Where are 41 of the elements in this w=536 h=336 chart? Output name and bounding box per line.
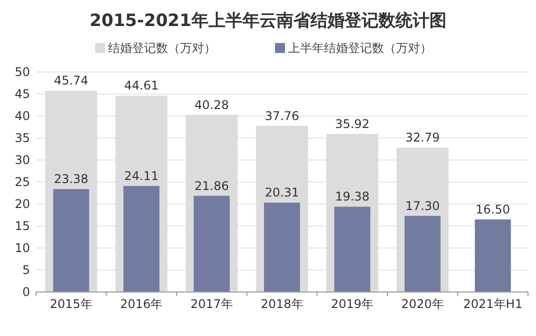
- data-label: 35.92: [335, 116, 370, 131]
- data-label: 45.74: [54, 74, 88, 88]
- bar: [264, 202, 300, 292]
- bar: [194, 196, 230, 292]
- y-tick-label: 15: [14, 219, 30, 233]
- y-tick-label: 35: [14, 131, 30, 145]
- y-tick-label: 20: [14, 197, 30, 211]
- data-label: 24.11: [124, 168, 159, 183]
- data-label: 16.50: [476, 202, 510, 216]
- bar: [53, 189, 90, 292]
- data-label: 40.28: [194, 98, 229, 112]
- y-tick-label: 10: [14, 241, 30, 255]
- chart-title: 2015-2021年上半年云南省结婚登记数统计图: [90, 11, 446, 31]
- y-tick-label: 50: [14, 65, 30, 79]
- y-tick-label: 0: [22, 285, 30, 299]
- y-tick-label: 30: [14, 153, 30, 167]
- legend-label: 上半年结婚登记数（万对）: [288, 41, 432, 55]
- bar: [334, 206, 370, 292]
- x-tick-label: 2017年: [190, 297, 233, 311]
- data-label: 37.76: [264, 108, 300, 123]
- x-tick-label: 2018年: [260, 297, 304, 311]
- bar: [123, 186, 160, 292]
- data-label: 19.38: [335, 190, 370, 204]
- legend-label: 结婚登记数（万对）: [108, 41, 216, 55]
- data-label: 44.61: [124, 78, 159, 93]
- data-label: 21.86: [194, 178, 229, 193]
- y-tick-label: 5: [22, 263, 30, 277]
- x-tick-label: 2015年: [50, 297, 92, 311]
- data-label: 17.30: [405, 198, 440, 213]
- y-tick-label: 40: [14, 109, 30, 123]
- bar: [474, 219, 511, 292]
- bar: [404, 216, 441, 292]
- x-tick-label: 2016年: [120, 297, 163, 311]
- data-label: 23.38: [54, 172, 88, 186]
- data-label: 20.31: [264, 186, 300, 200]
- x-tick-label: 2021年H1: [463, 297, 522, 311]
- y-tick-label: 25: [14, 175, 30, 189]
- x-tick-label: 2020年: [401, 297, 444, 311]
- data-label: 32.79: [405, 130, 440, 145]
- y-tick-label: 45: [14, 87, 30, 101]
- x-tick-label: 2019年: [331, 297, 374, 311]
